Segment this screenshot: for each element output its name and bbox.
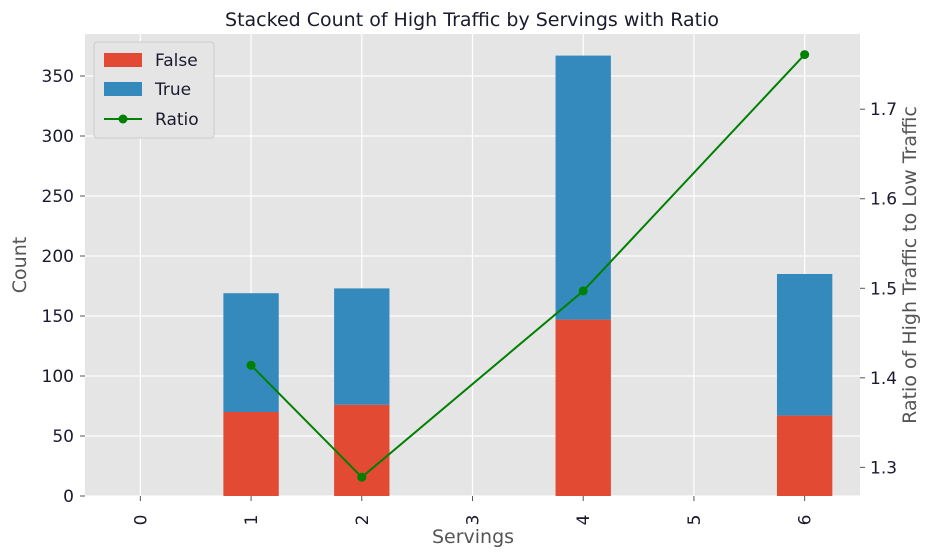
- bar-true-4: [555, 55, 611, 320]
- y2-tick-label: 1.5: [870, 279, 897, 299]
- x-tick-label: 4: [574, 515, 594, 526]
- x-tick-label: 0: [131, 515, 151, 526]
- y2-tick-label: 1.4: [870, 369, 897, 389]
- ratio-line: [246, 50, 810, 482]
- x-axis-label: Servings: [432, 526, 514, 548]
- ratio-point-6: [800, 50, 810, 60]
- y2-tick-label: 1.3: [870, 458, 897, 478]
- legend-label-true: True: [154, 80, 191, 100]
- y-tick-label: 300: [42, 127, 74, 147]
- y2-tick-label: 1.7: [870, 100, 897, 120]
- y-tick-label: 50: [52, 427, 74, 447]
- bar-false-2: [334, 404, 390, 496]
- ratio-point-4: [578, 286, 588, 296]
- y-tick-label: 100: [42, 367, 74, 387]
- bars: [223, 55, 833, 496]
- legend-swatch-false: [104, 53, 142, 67]
- y2-tick-label: 1.6: [870, 190, 897, 210]
- legend-label-ratio: Ratio: [155, 110, 199, 130]
- y-tick-label: 150: [42, 307, 74, 327]
- x-tick-label: 3: [464, 515, 484, 526]
- bar-true-6: [776, 274, 833, 416]
- x-tick-label: 6: [796, 515, 816, 526]
- y-axis-label: Count: [9, 237, 31, 293]
- x-axis: 0 1 2 3 4 5 6: [131, 496, 816, 526]
- y-axis-left: 0 50 100 150 200 250 300 350: [42, 67, 85, 507]
- bar-false-4: [555, 319, 611, 496]
- x-tick-label: 5: [685, 515, 705, 526]
- x-tick-label: 1: [242, 515, 262, 526]
- y2-axis-label: Ratio of High Traffic to Low Traffic: [899, 106, 921, 424]
- legend-swatch-true: [104, 82, 142, 96]
- bar-true-2: [334, 288, 390, 405]
- chart-title: Stacked Count of High Traffic by Serving…: [225, 9, 719, 31]
- ratio-point-1: [246, 360, 256, 370]
- ratio-series-line: [250, 53, 806, 479]
- legend-swatch-ratio-marker: [118, 114, 128, 124]
- y-tick-label: 350: [42, 67, 74, 87]
- bar-true-1: [223, 293, 279, 412]
- y-tick-label: 250: [42, 187, 74, 207]
- y-tick-label: 200: [42, 247, 74, 267]
- legend: False True Ratio: [93, 41, 215, 139]
- x-tick-label: 2: [353, 515, 373, 526]
- legend-label-false: False: [155, 51, 198, 71]
- bar-false-6: [776, 415, 833, 496]
- bar-false-1: [223, 412, 279, 496]
- y-tick-label: 0: [63, 487, 74, 507]
- y-axis-right: 1.3 1.4 1.5 1.6 1.7: [860, 100, 897, 478]
- ratio-point-2: [357, 472, 367, 482]
